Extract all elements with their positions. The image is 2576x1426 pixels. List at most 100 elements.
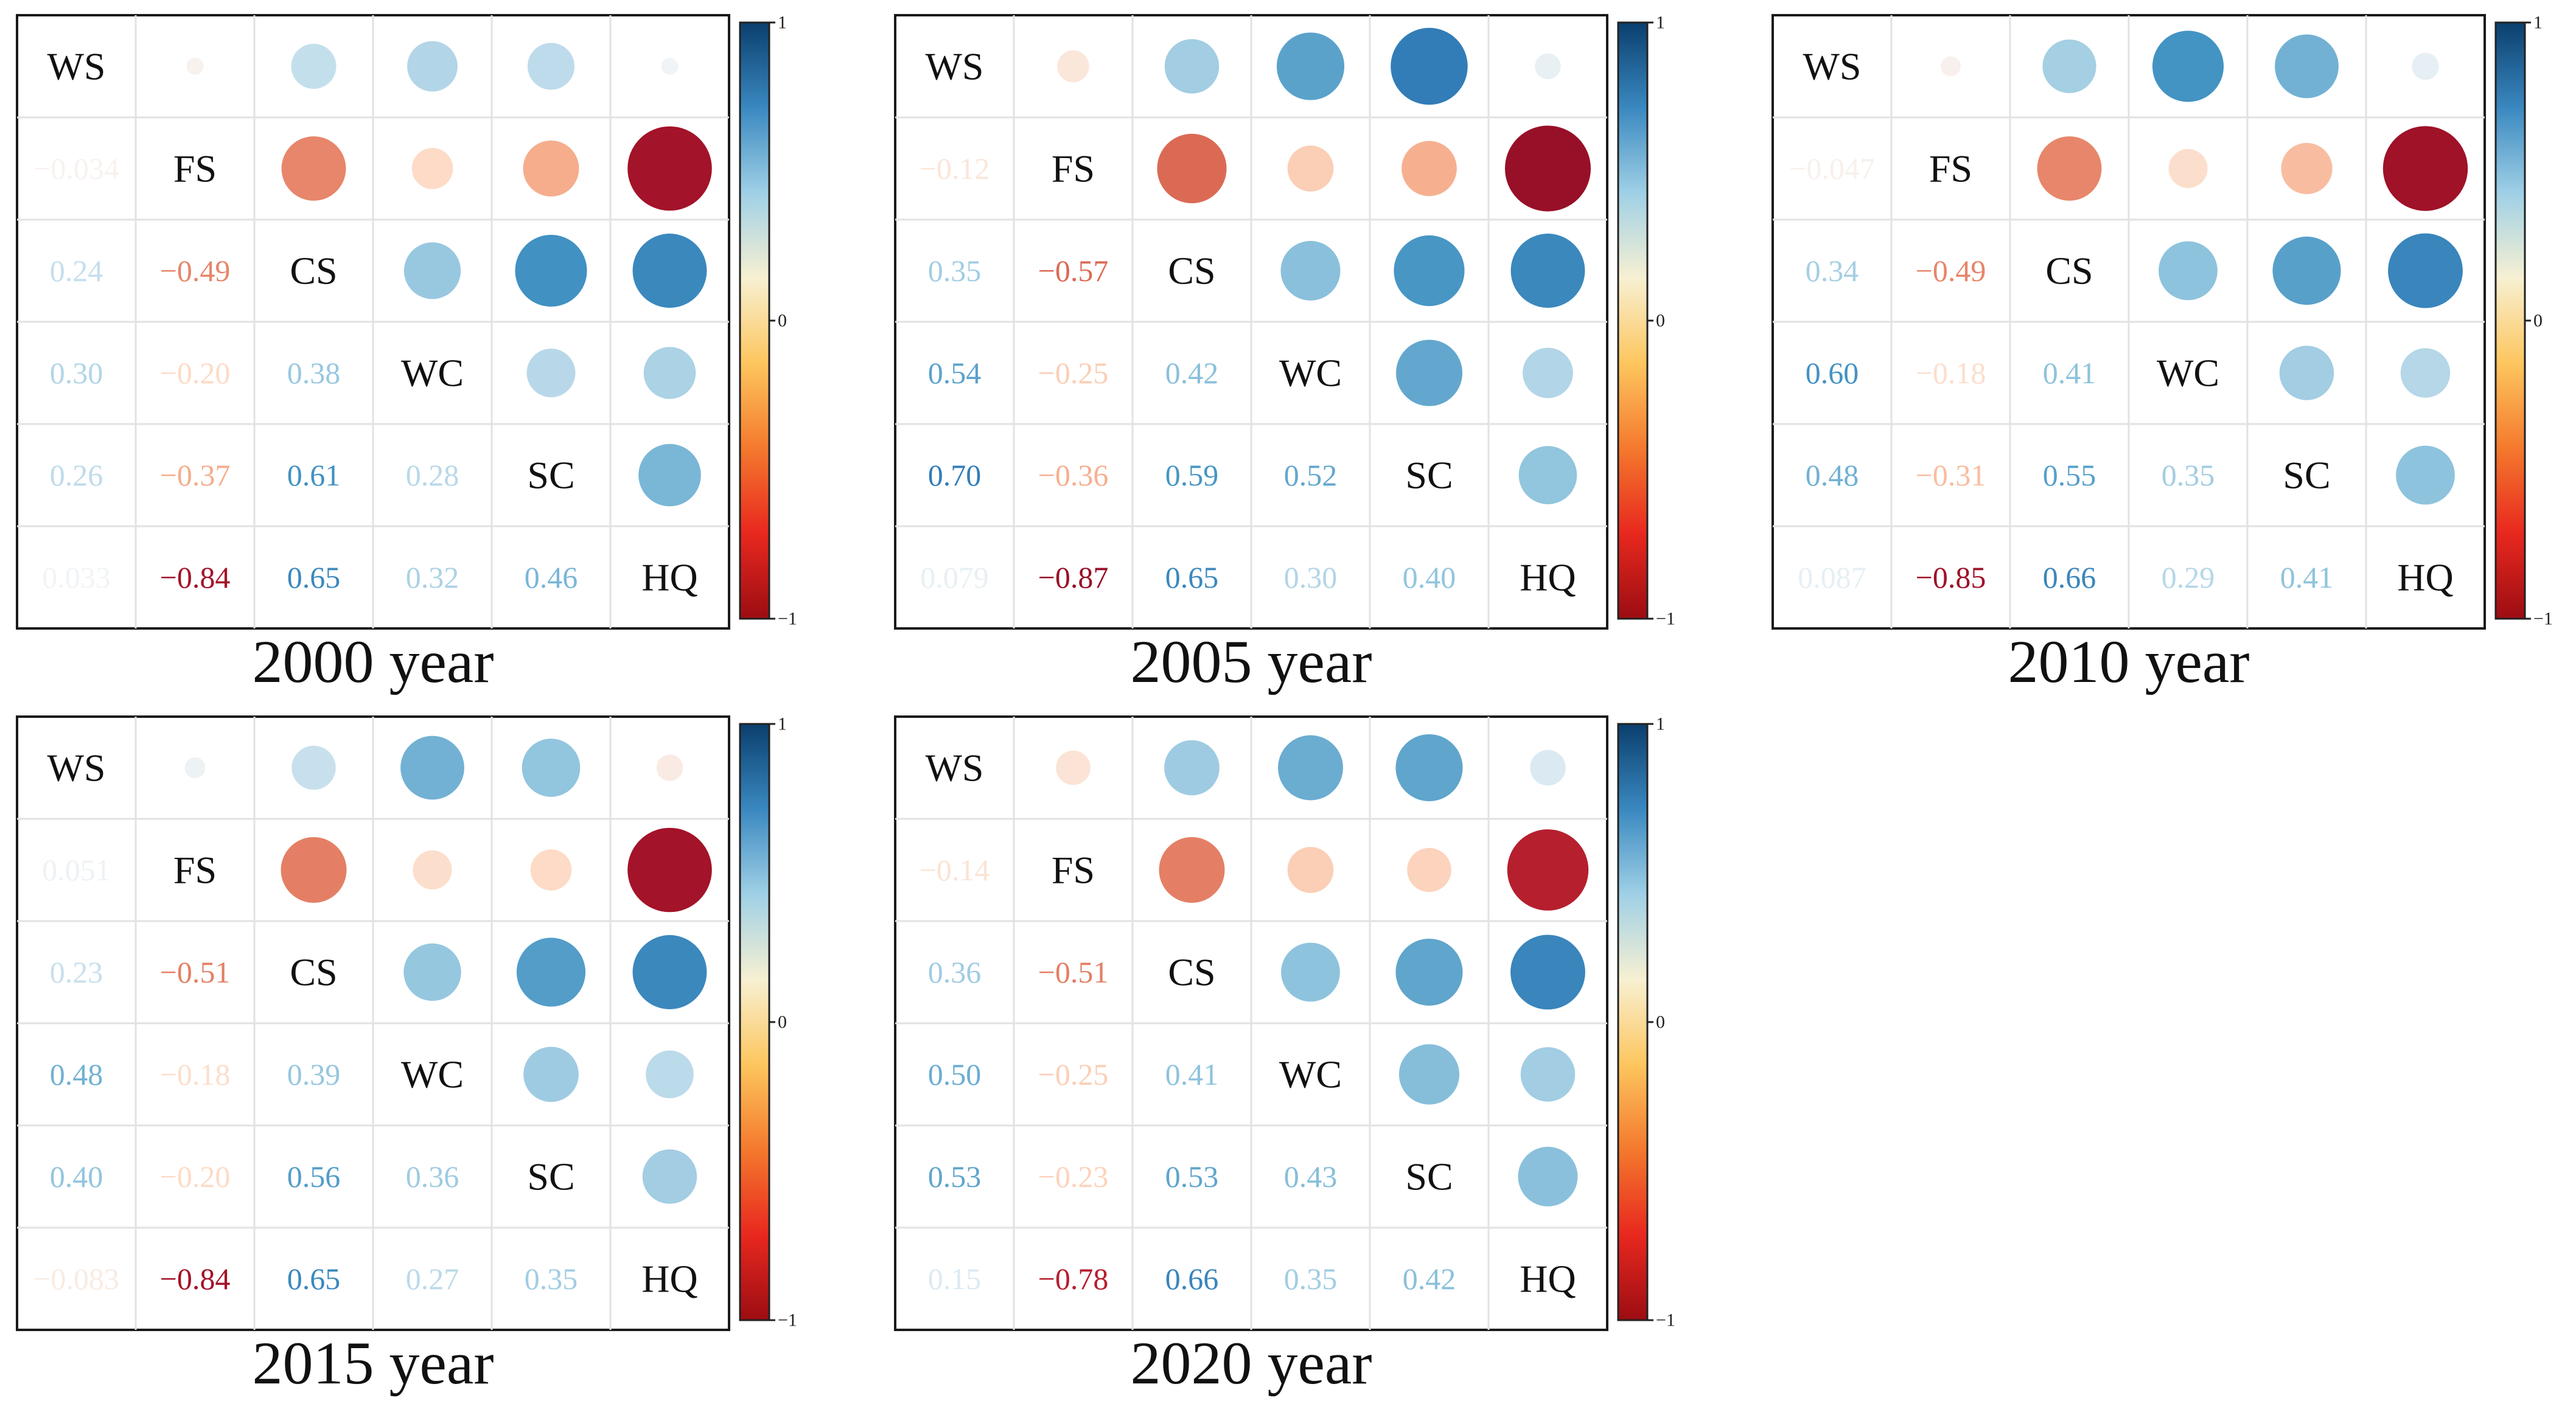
correlation-circle <box>1530 750 1566 786</box>
correlation-circle <box>403 943 461 1001</box>
correlation-value: 0.26 <box>50 458 103 492</box>
correlation-value: 0.41 <box>2280 560 2334 594</box>
correlation-value: 0.50 <box>928 1057 982 1091</box>
variable-label: HQ <box>641 556 697 599</box>
correlation-value: −0.034 <box>33 151 119 186</box>
variable-label: WC <box>1279 352 1342 395</box>
correlation-circle <box>1504 125 1591 212</box>
correlation-circle <box>643 347 696 399</box>
correlation-value: 0.61 <box>287 458 341 492</box>
colorbar-tick-label: −1 <box>1656 609 1675 629</box>
variable-label: SC <box>2283 454 2330 497</box>
correlation-value: 0.52 <box>1284 458 1338 492</box>
correlation-circle <box>530 849 572 891</box>
correlogram-panel: WS −0.12 FS 0.35 −0.57 CS 0.54 −0.25 0.42 WC 0.70 −… <box>894 13 1675 695</box>
correlation-circle <box>656 754 683 781</box>
variable-label: FS <box>1052 849 1095 892</box>
correlation-circle <box>2279 346 2334 400</box>
correlation-value: 0.41 <box>2043 356 2096 390</box>
correlation-circle <box>523 141 579 197</box>
correlation-value: −0.49 <box>160 254 231 288</box>
correlation-circle <box>1510 934 1585 1010</box>
correlation-value: 0.34 <box>1806 254 1859 288</box>
variable-label: HQ <box>2397 556 2453 599</box>
correlation-value: 0.36 <box>928 955 982 989</box>
correlation-circle <box>281 837 347 903</box>
variable-label: CS <box>290 951 337 994</box>
correlation-value: 0.38 <box>287 356 341 390</box>
variable-label: FS <box>1929 147 1972 190</box>
variable-label: WS <box>926 746 984 790</box>
correlation-value: 0.36 <box>406 1160 459 1194</box>
correlation-value: 0.23 <box>50 955 103 989</box>
correlation-circle <box>291 745 336 790</box>
correlation-value: 0.65 <box>287 560 341 594</box>
correlation-circle <box>1276 32 1345 100</box>
correlation-value: 0.42 <box>1403 1262 1456 1296</box>
correlation-circle <box>627 126 712 211</box>
correlation-value: 0.59 <box>1165 458 1219 492</box>
panel-title: 2020 year <box>1130 1329 1372 1397</box>
correlation-value: 0.39 <box>287 1057 341 1091</box>
variable-label: SC <box>1405 454 1453 497</box>
correlation-circle <box>407 41 458 92</box>
panel-title: 2015 year <box>252 1329 494 1397</box>
correlation-value: 0.29 <box>2162 560 2215 594</box>
correlation-circle <box>527 43 575 90</box>
correlation-circle <box>1159 837 1225 903</box>
correlation-value: 0.48 <box>50 1057 103 1091</box>
correlation-value: −0.20 <box>160 1160 231 1194</box>
correlation-value: 0.079 <box>920 560 989 594</box>
variable-label: SC <box>527 1155 574 1198</box>
correlation-value: 0.42 <box>1165 356 1219 390</box>
correlation-value: 0.56 <box>287 1160 341 1194</box>
variable-label: HQ <box>1520 1257 1576 1301</box>
correlation-value: −0.84 <box>160 1262 231 1296</box>
correlation-circle <box>400 736 464 800</box>
correlation-circle <box>291 43 337 89</box>
correlation-circle <box>1394 235 1465 307</box>
colorbar-tick-label: 1 <box>2533 13 2543 33</box>
colorbar-tick-label: −1 <box>778 609 797 629</box>
variable-label: SC <box>1405 1155 1453 1198</box>
correlation-value: −0.12 <box>920 151 990 186</box>
correlation-circle <box>413 850 452 890</box>
correlation-circle <box>2275 34 2339 99</box>
correlation-circle <box>2037 136 2102 201</box>
correlation-circle <box>638 443 701 507</box>
correlation-circle <box>515 234 587 307</box>
colorbar-tick-label: 0 <box>1656 311 1665 331</box>
correlation-circle <box>1391 27 1468 105</box>
correlation-value: 0.15 <box>928 1262 982 1296</box>
correlation-circle <box>2400 348 2451 398</box>
variable-label: WS <box>47 45 106 88</box>
correlation-circle <box>1164 39 1220 94</box>
correlation-value: 0.033 <box>42 560 111 594</box>
correlation-circle <box>1520 1047 1576 1102</box>
correlation-circle <box>1281 942 1340 1002</box>
correlation-circle <box>1518 1147 1578 1206</box>
correlation-value: −0.047 <box>1789 151 1875 186</box>
correlation-circle <box>1523 347 1573 398</box>
variable-label: CS <box>1168 249 1215 293</box>
correlation-circle <box>1398 1044 1460 1105</box>
correlation-value: −0.87 <box>1038 560 1109 594</box>
correlation-circle <box>1395 938 1463 1006</box>
correlation-circle <box>1057 50 1089 83</box>
variable-label: CS <box>2045 249 2093 293</box>
variable-label: WC <box>1279 1053 1342 1096</box>
correlation-circle <box>1407 847 1451 892</box>
correlation-value: 0.40 <box>1403 560 1456 594</box>
correlation-circle <box>627 827 712 913</box>
correlation-circle <box>2281 142 2333 195</box>
variable-label: HQ <box>1520 556 1576 599</box>
correlation-circle <box>1280 241 1341 301</box>
correlation-value: −0.49 <box>1916 254 1986 288</box>
variable-label: WS <box>1803 45 1862 88</box>
correlation-circle <box>1278 735 1343 801</box>
correlation-value: −0.25 <box>1038 356 1109 390</box>
variable-label: SC <box>527 454 574 497</box>
correlation-circle <box>2152 30 2224 102</box>
correlogram-panel: WS 0.051 FS 0.23 −0.51 CS 0.48 −0.18 0.39 WC 0.40 −… <box>16 714 797 1397</box>
